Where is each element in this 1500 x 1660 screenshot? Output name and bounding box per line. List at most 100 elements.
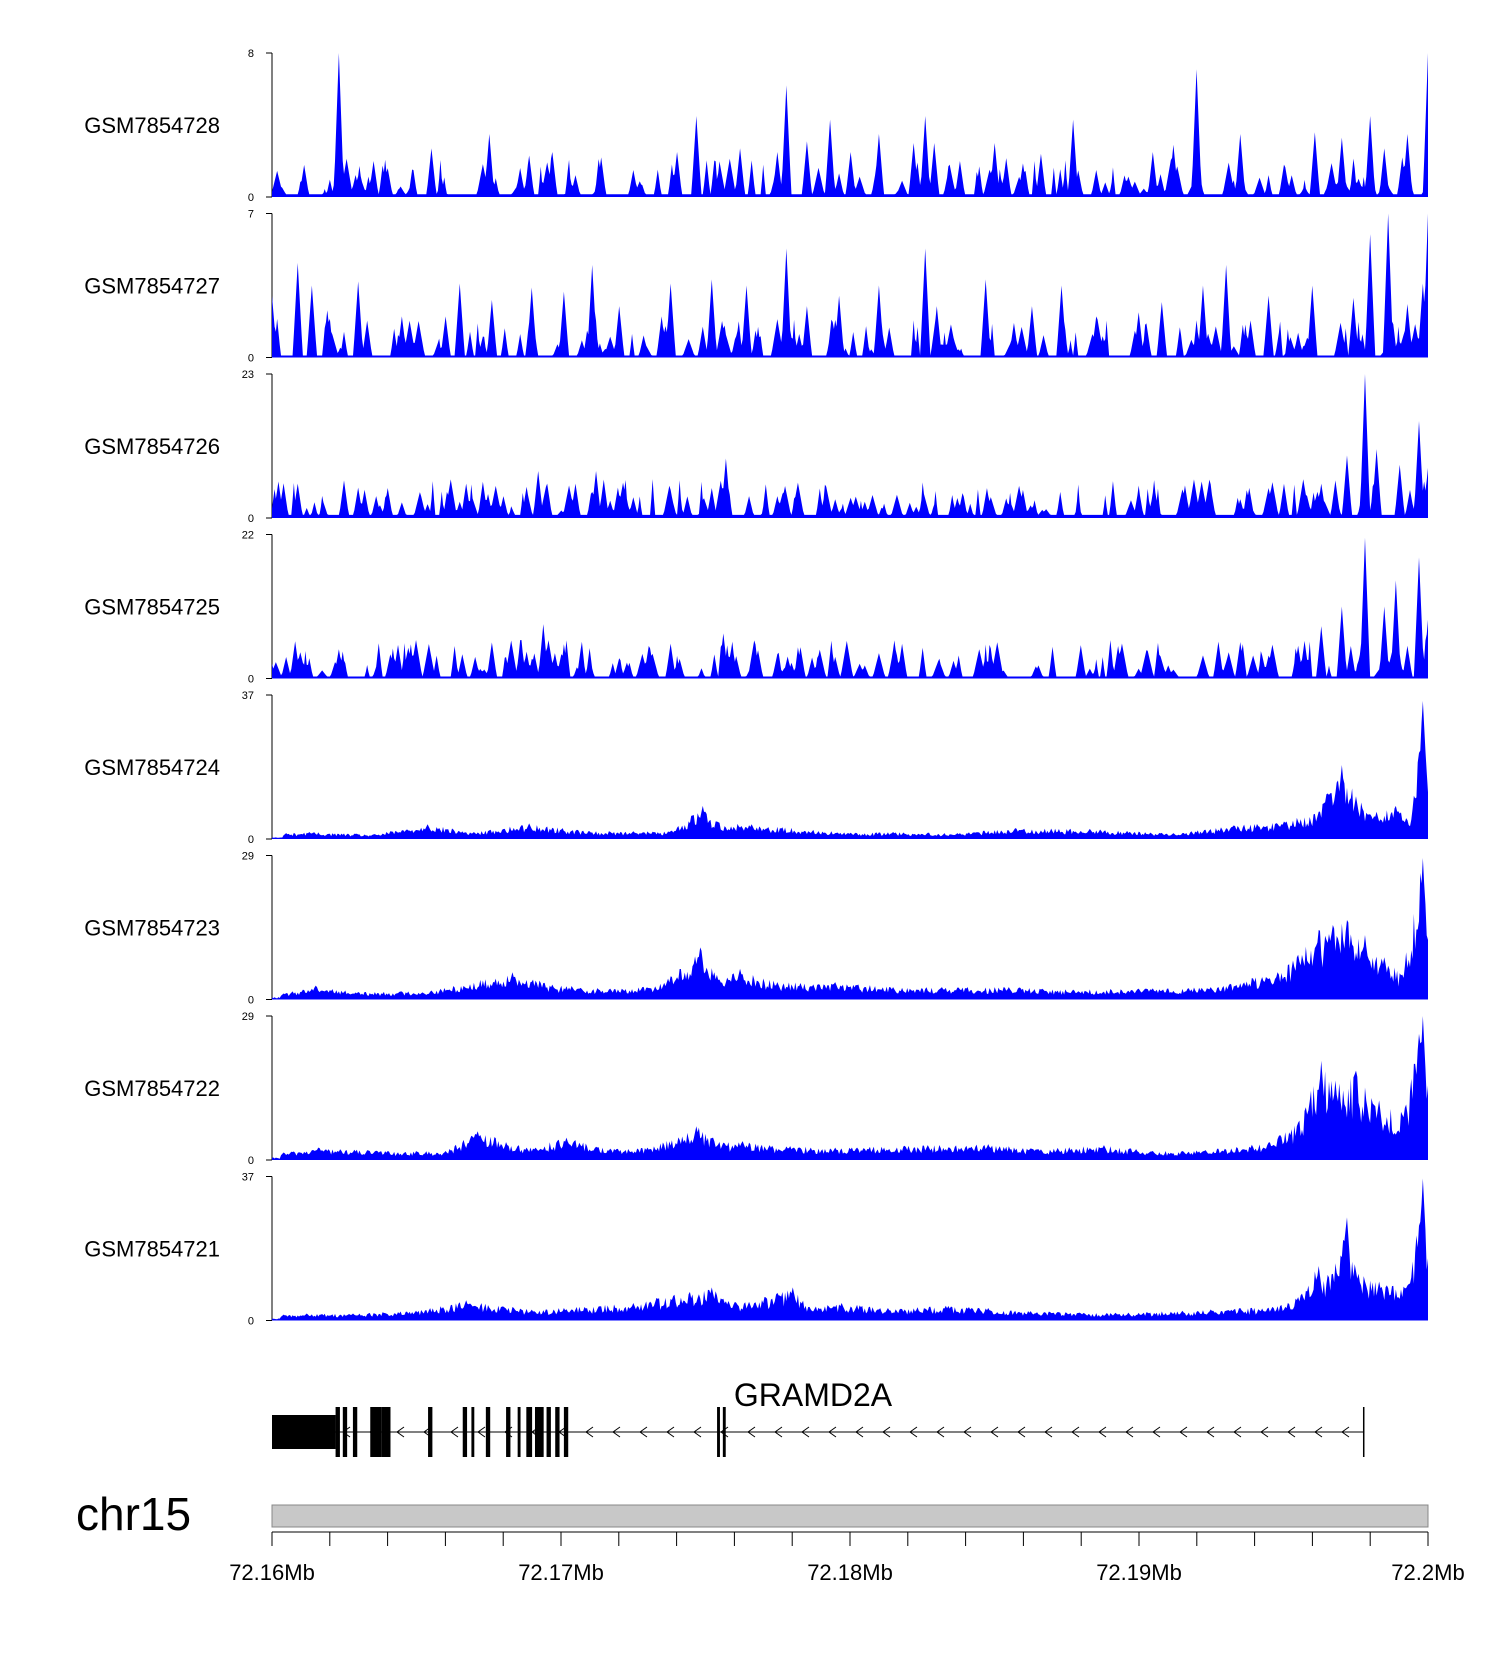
coverage-track: GSM7854728 8 0 (84, 48, 1428, 204)
coverage-area (272, 213, 1428, 358)
coverage-track: GSM7854724 37 0 (84, 690, 1428, 846)
genome-axis-track: chr15 72.16Mb 72.17Mb 72.18Mb 72.19Mb 72.2Mb (76, 1488, 1465, 1585)
strand-chevron (477, 1426, 486, 1438)
track-label: GSM7854726 (84, 434, 220, 459)
track-label: GSM7854725 (84, 595, 220, 620)
strand-chevron (396, 1426, 405, 1438)
strand-chevron (666, 1426, 675, 1438)
coverage-area (272, 1178, 1428, 1321)
y-tick-label: 37 (242, 690, 254, 702)
strand-chevron (1287, 1426, 1296, 1438)
track-label: GSM7854727 (84, 274, 220, 299)
strand-chevron (882, 1426, 891, 1438)
coverage-track: GSM7854725 22 0 (84, 530, 1428, 686)
track-label: GSM7854724 (84, 755, 220, 780)
strand-chevron (1260, 1426, 1269, 1438)
y-tick-label: 22 (242, 530, 254, 542)
strand-chevron (936, 1426, 945, 1438)
exon (272, 1415, 336, 1449)
gene-model-track: GRAMD2A (272, 1377, 1365, 1457)
exon (471, 1407, 475, 1457)
coverage-track: GSM7854722 29 0 (84, 1011, 1428, 1167)
strand-chevron (450, 1426, 459, 1438)
strand-chevron (747, 1426, 756, 1438)
exon (517, 1407, 521, 1457)
y-tick-label: 0 (248, 1316, 254, 1328)
chromosome-ideogram-bar (271, 1504, 1429, 1528)
strand-chevron (1044, 1426, 1053, 1438)
strand-chevron (1152, 1426, 1161, 1438)
y-tick-label: 0 (248, 353, 254, 365)
strand-chevron (639, 1426, 648, 1438)
strand-chevron (1341, 1426, 1350, 1438)
y-tick-label: 0 (248, 834, 254, 846)
strand-chevron (1233, 1426, 1242, 1438)
track-label: GSM7854723 (84, 916, 220, 941)
strand-chevron (963, 1426, 972, 1438)
y-tick-label: 0 (248, 674, 254, 686)
y-tick-label: 0 (248, 513, 254, 525)
y-tick-label: 0 (248, 995, 254, 1007)
strand-chevron (1098, 1426, 1107, 1438)
track-label: GSM7854721 (84, 1237, 220, 1262)
y-tick-label: 8 (248, 48, 254, 60)
y-tick-label: 29 (242, 1011, 254, 1023)
exon (546, 1407, 551, 1457)
exon (342, 1407, 348, 1457)
strand-chevron (909, 1426, 918, 1438)
coverage-track: GSM7854726 23 0 (84, 369, 1428, 525)
exon (352, 1407, 358, 1457)
strand-chevron (855, 1426, 864, 1438)
strand-chevron (693, 1426, 702, 1438)
x-tick-label: 72.18Mb (807, 1560, 893, 1585)
strand-chevron (828, 1426, 837, 1438)
y-tick-label: 23 (242, 369, 254, 381)
exon (1362, 1407, 1365, 1457)
y-tick-label: 37 (242, 1172, 254, 1184)
strand-chevron (1017, 1426, 1026, 1438)
x-tick-label: 72.17Mb (518, 1560, 604, 1585)
strand-chevron (990, 1426, 999, 1438)
strand-chevron (1125, 1426, 1134, 1438)
strand-chevron (612, 1426, 621, 1438)
y-tick-label: 0 (248, 192, 254, 204)
coverage-area (272, 700, 1428, 839)
coverage-track: GSM7854723 29 0 (84, 851, 1428, 1007)
x-tick-label: 72.16Mb (229, 1560, 315, 1585)
exon (563, 1407, 569, 1457)
chromosome-label: chr15 (76, 1488, 191, 1540)
x-tick-label: 72.2Mb (1391, 1560, 1464, 1585)
exon (534, 1407, 544, 1457)
strand-chevron (1206, 1426, 1215, 1438)
coverage-area (272, 374, 1428, 518)
strand-chevron (801, 1426, 810, 1438)
exon (462, 1407, 468, 1457)
gene-name: GRAMD2A (734, 1377, 893, 1413)
strand-chevron (774, 1426, 783, 1438)
exon (526, 1407, 533, 1457)
track-label: GSM7854722 (84, 1076, 220, 1101)
strand-chevron (1314, 1426, 1323, 1438)
strand-chevron (1179, 1426, 1188, 1438)
exon (428, 1407, 433, 1457)
y-tick-label: 7 (248, 209, 254, 221)
track-label: GSM7854728 (84, 113, 220, 138)
x-tick-label: 72.19Mb (1096, 1560, 1182, 1585)
exon (717, 1407, 720, 1457)
coverage-track: GSM7854727 7 0 (84, 209, 1428, 365)
coverage-area (272, 1016, 1428, 1160)
coverage-track: GSM7854721 37 0 (84, 1172, 1428, 1328)
exon (335, 1407, 340, 1457)
exon (555, 1407, 560, 1457)
coverage-tracks: GSM785472880GSM785472770GSM7854726230GSM… (84, 48, 1428, 1328)
exon (506, 1407, 511, 1457)
y-tick-label: 0 (248, 1155, 254, 1167)
exon (485, 1407, 491, 1457)
strand-chevron (585, 1426, 594, 1438)
coverage-area (272, 857, 1428, 1000)
exon (381, 1407, 391, 1457)
y-tick-label: 29 (242, 851, 254, 863)
exon (722, 1407, 726, 1457)
exon (370, 1407, 382, 1457)
